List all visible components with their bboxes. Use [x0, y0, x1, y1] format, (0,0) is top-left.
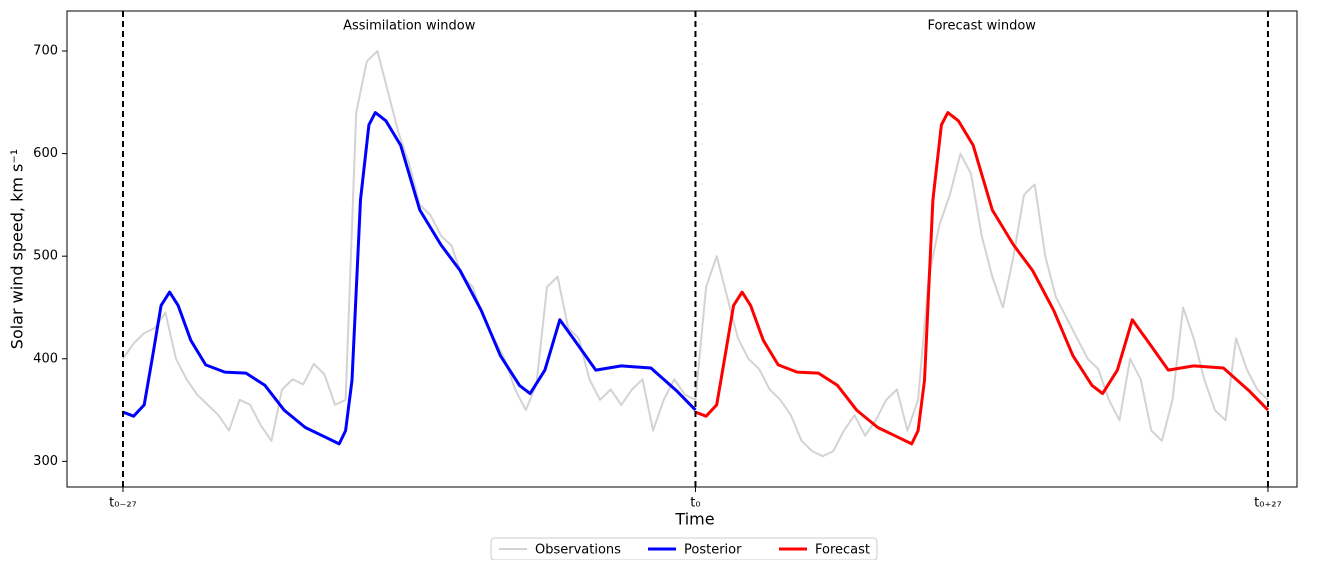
y-tick-label: 700: [33, 44, 58, 59]
legend-label: Observations: [535, 543, 621, 558]
x-tick-label: t₀: [690, 496, 700, 511]
y-axis-label: Solar wind speed, km s⁻¹: [8, 149, 27, 349]
y-tick-label: 600: [33, 146, 58, 161]
data-line: [122, 111, 697, 446]
y-tick-label: 500: [33, 249, 58, 264]
data-line: [122, 50, 1269, 458]
annotation: Assimilation window: [343, 19, 476, 34]
legend-label: Posterior: [684, 543, 742, 558]
x-tick-label: t₀₋₂₇: [109, 496, 137, 511]
plot-frame: [66, 10, 1298, 488]
legend-label: Forecast: [815, 543, 870, 558]
annotation: Forecast window: [927, 19, 1036, 34]
y-tick-label: 300: [33, 454, 58, 469]
data-line: [694, 111, 1270, 446]
y-tick-label: 400: [33, 351, 58, 366]
x-tick-label: t₀₊₂₇: [1254, 496, 1282, 511]
x-axis-label: Time: [674, 510, 714, 529]
legend: Observations Posterior Forecast: [490, 537, 878, 561]
